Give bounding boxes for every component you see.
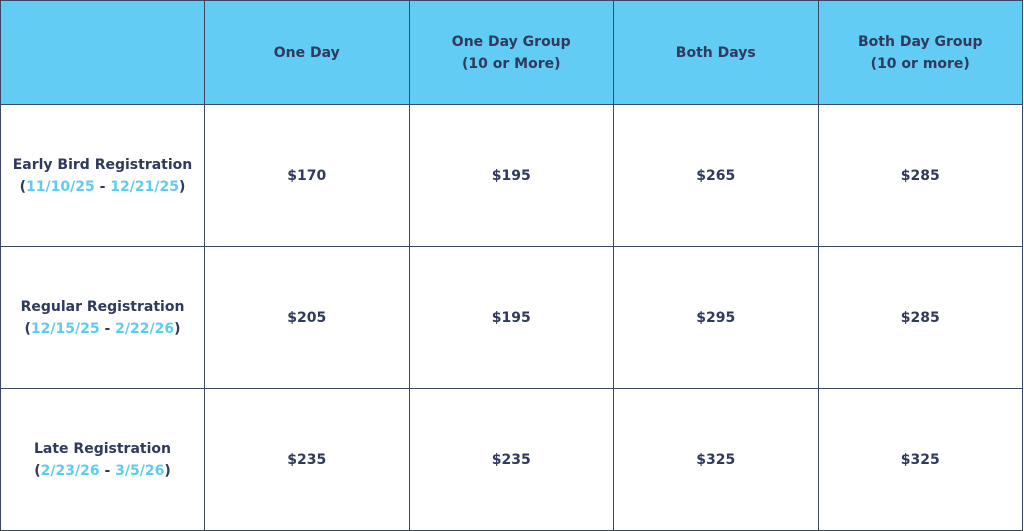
price-one-day-group: $235 bbox=[408, 388, 614, 531]
row-label-cell: Early Bird Registration (11/10/25 - 12/21… bbox=[0, 104, 205, 247]
price-one-day: $170 bbox=[204, 104, 410, 247]
price-one-day: $205 bbox=[204, 246, 410, 389]
row-label-cell: Late Registration (2/23/26 - 3/5/26) bbox=[0, 388, 205, 531]
header-empty bbox=[0, 0, 205, 105]
table-row: Late Registration (2/23/26 - 3/5/26) $235… bbox=[0, 388, 1023, 531]
row-label-cell: Regular Registration (12/15/25 - 2/22/26) bbox=[0, 246, 205, 389]
row-label: Early Bird Registration bbox=[12, 156, 193, 173]
price-both-day-group: $285 bbox=[817, 246, 1023, 389]
header-label: One Day bbox=[273, 44, 340, 61]
price-both-days: $265 bbox=[613, 104, 819, 247]
price-one-day-group: $195 bbox=[408, 246, 614, 389]
table-row: Early Bird Registration (11/10/25 - 12/21… bbox=[0, 104, 1023, 247]
price-both-days: $295 bbox=[613, 246, 819, 389]
start-date: 12/15/25 bbox=[30, 320, 100, 337]
header-label: Both Day Group bbox=[858, 33, 983, 50]
header-sublabel: (10 or more) bbox=[870, 55, 970, 72]
header-both-days: Both Days bbox=[613, 0, 819, 105]
end-date: 12/21/25 bbox=[110, 178, 179, 195]
price-both-day-group: $285 bbox=[817, 104, 1023, 247]
start-date: 2/23/26 bbox=[40, 462, 100, 479]
header-sublabel: (10 or More) bbox=[462, 55, 561, 72]
header-both-day-group: Both Day Group (10 or more) bbox=[817, 0, 1023, 105]
header-row: One Day One Day Group (10 or More) Both D… bbox=[0, 0, 1023, 105]
header-one-day: One Day bbox=[204, 0, 410, 105]
header-one-day-group: One Day Group (10 or More) bbox=[408, 0, 614, 105]
price-both-days: $325 bbox=[613, 388, 819, 531]
end-date: 2/22/26 bbox=[115, 320, 175, 337]
price-both-day-group: $325 bbox=[817, 388, 1023, 531]
table-row: Regular Registration (12/15/25 - 2/22/26)… bbox=[0, 246, 1023, 389]
end-date: 3/5/26 bbox=[115, 462, 165, 479]
row-label: Regular Registration bbox=[20, 298, 185, 315]
header-label: One Day Group bbox=[451, 33, 571, 50]
price-one-day: $235 bbox=[204, 388, 410, 531]
start-date: 11/10/25 bbox=[26, 178, 95, 195]
row-label: Late Registration bbox=[34, 440, 171, 457]
header-label: Both Days bbox=[675, 44, 756, 61]
price-one-day-group: $195 bbox=[408, 104, 614, 247]
